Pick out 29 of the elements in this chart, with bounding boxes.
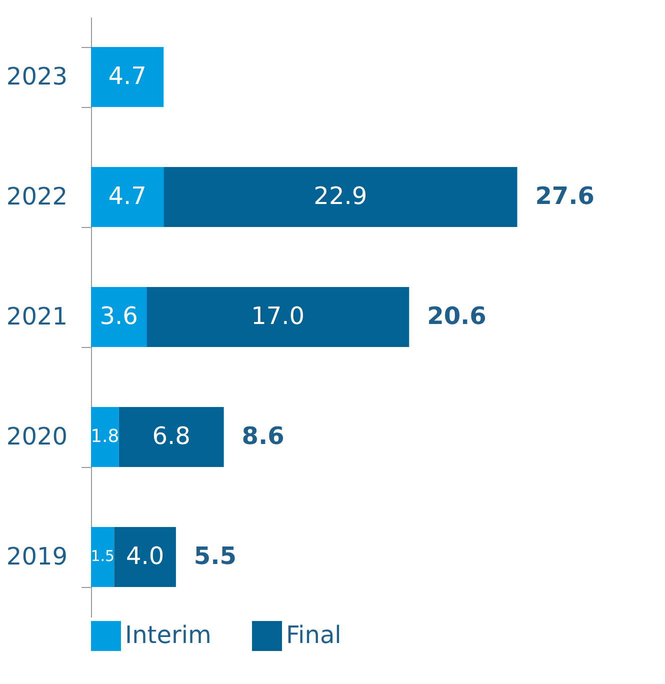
data-label: 4.0 (126, 542, 164, 570)
y-tick-label: 2023 (6, 62, 68, 90)
bar (114, 527, 176, 587)
bar (91, 287, 147, 347)
y-tick-label: 2021 (6, 302, 68, 330)
data-label: 22.9 (314, 182, 368, 210)
bar (146, 287, 410, 347)
y-tick-label: 2020 (6, 422, 68, 450)
data-label: 6.8 (152, 422, 190, 450)
data-label: 1.5 (90, 547, 114, 565)
bar (91, 167, 164, 227)
bar (118, 407, 224, 467)
data-label: 1.8 (90, 426, 120, 447)
legend-label: Interim (125, 621, 212, 649)
data-label: 17.0 (251, 302, 305, 330)
total-label: 5.5 (194, 542, 236, 570)
data-label: 4.7 (108, 182, 146, 210)
data-label: 4.7 (108, 62, 146, 90)
legend-label: Final (286, 621, 342, 649)
total-label: 27.6 (535, 182, 594, 210)
y-tick-label: 2022 (6, 182, 68, 210)
bar (91, 47, 164, 107)
total-label: 8.6 (242, 422, 284, 450)
bar (91, 407, 119, 467)
data-label: 3.6 (100, 302, 138, 330)
total-label: 20.6 (427, 302, 486, 330)
bar (91, 527, 114, 587)
y-tick-label: 2019 (6, 542, 68, 570)
bar (164, 167, 518, 227)
